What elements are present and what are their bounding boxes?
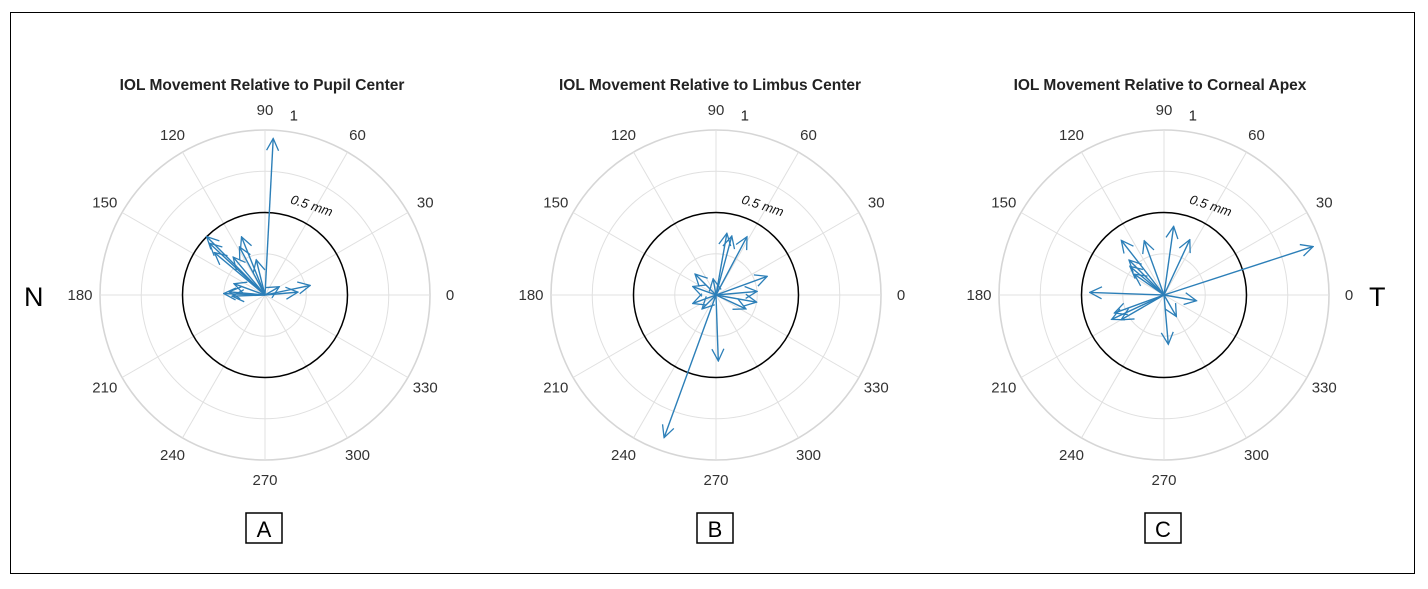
movement-vector: [715, 294, 746, 309]
chart-title: IOL Movement Relative to Limbus Center: [559, 77, 861, 94]
angle-tick-label: 300: [1244, 447, 1269, 464]
angle-tick-label: 330: [864, 380, 889, 397]
angle-tick-label: 240: [160, 447, 185, 464]
angle-tick-label: 150: [543, 195, 568, 212]
angle-tick-label: 120: [160, 127, 185, 144]
panel-label-box: [245, 512, 283, 544]
movement-vector: [716, 294, 718, 361]
panel-label: A: [257, 517, 272, 542]
angle-tick-label: 150: [92, 195, 117, 212]
movement-vector: [1090, 292, 1165, 295]
angle-tick-label: 150: [991, 195, 1016, 212]
angle-tick-label: 300: [796, 447, 821, 464]
angle-tick-label: 300: [345, 447, 370, 464]
angle-tick-label: 0: [897, 287, 905, 304]
movement-vector: [214, 253, 266, 296]
movement-vector: [264, 287, 279, 295]
movement-vector: [1164, 294, 1168, 344]
movement-vector: [1163, 295, 1196, 301]
angle-tick-label: 270: [703, 472, 728, 489]
movement-vector: [715, 276, 767, 296]
panel-label: B: [708, 517, 723, 542]
movement-vector: [664, 294, 717, 438]
panel-label-box: [1144, 512, 1182, 544]
movement-vector: [1144, 241, 1165, 296]
movement-vector: [239, 247, 266, 296]
movement-vector: [702, 294, 717, 309]
movement-vector: [264, 138, 273, 296]
angle-tick-label: 270: [1151, 472, 1176, 489]
angle-tick-label: 30: [1316, 195, 1333, 212]
angle-tick-label: 270: [252, 472, 277, 489]
movement-vector: [1163, 294, 1176, 316]
reference-circle-label: 0.5 mm: [740, 192, 786, 220]
movement-vector: [1163, 240, 1190, 296]
angle-tick-label: 240: [611, 447, 636, 464]
reference-circle-label: 0.5 mm: [1188, 192, 1234, 220]
angle-tick-label: 180: [518, 287, 543, 304]
reference-circle: [632, 211, 800, 379]
angle-tick-label: 30: [417, 195, 434, 212]
angle-tick-label: 180: [67, 287, 92, 304]
movement-vector: [713, 279, 716, 296]
angle-tick-label: 90: [1156, 102, 1173, 119]
angle-tick-label: 210: [543, 380, 568, 397]
movement-vector: [242, 237, 266, 296]
angle-tick-label: 210: [92, 380, 117, 397]
panel-A: IOL Movement Relative to Pupil Center A: [120, 77, 405, 544]
reference-circle: [181, 211, 349, 379]
movement-vector: [693, 287, 717, 295]
movement-vector: [256, 260, 266, 296]
angle-tick-label: 330: [413, 380, 438, 397]
angle-tick-label: 60: [1248, 127, 1265, 144]
radial-tick-label: 1: [290, 108, 298, 125]
movement-vector: [1121, 240, 1165, 296]
angle-tick-label: 120: [1059, 127, 1084, 144]
angle-tick-label: 330: [1312, 380, 1337, 397]
nasal-side-label: N: [24, 282, 44, 312]
movement-vector: [715, 295, 757, 302]
angle-tick-label: 0: [1345, 287, 1353, 304]
panel-label-box: [696, 512, 734, 544]
movement-vector: [1134, 274, 1165, 296]
movement-vector: [1112, 294, 1165, 319]
panel-C: IOL Movement Relative to Corneal Apex C: [1014, 77, 1307, 544]
angle-tick-label: 30: [868, 195, 885, 212]
angle-tick-label: 210: [991, 380, 1016, 397]
movement-vector: [1121, 294, 1165, 320]
movement-vector: [234, 284, 266, 296]
movement-vector: [1163, 226, 1174, 296]
radial-tick-label: 1: [1189, 108, 1197, 125]
polar-axes: 0 30 60 90 120 150 180 210 240 270 300 330 1 0.5 mm: [67, 102, 454, 489]
angle-tick-label: 240: [1059, 447, 1084, 464]
chart-title: IOL Movement Relative to Corneal Apex: [1014, 77, 1307, 94]
panel-B: IOL Movement Relative to Limbus Center B: [559, 77, 861, 544]
reference-circle-label: 0.5 mm: [289, 192, 335, 220]
angle-tick-label: 180: [966, 287, 991, 304]
movement-vector: [1163, 247, 1313, 296]
movement-vector: [715, 291, 757, 295]
movement-vector: [232, 295, 266, 296]
angle-tick-label: 90: [708, 102, 725, 119]
polar-axes: 0 30 60 90 120 150 180 210 240 270 300 330 1 0.5 mm: [518, 102, 905, 489]
radial-tick-label: 1: [741, 108, 749, 125]
polar-axes: 0 30 60 90 120 150 180 210 240 270 300 330 1 0.5 mm: [966, 102, 1353, 489]
figure-frame: [10, 12, 1415, 574]
reference-circle: [1080, 211, 1248, 379]
angle-tick-label: 90: [257, 102, 274, 119]
angle-tick-label: 0: [446, 287, 454, 304]
panel-label: C: [1155, 517, 1171, 542]
movement-vector: [715, 236, 732, 296]
angle-tick-label: 120: [611, 127, 636, 144]
angle-tick-label: 60: [800, 127, 817, 144]
movement-vector: [233, 257, 266, 296]
temporal-side-label: T: [1369, 282, 1386, 312]
angle-tick-label: 60: [349, 127, 366, 144]
chart-title: IOL Movement Relative to Pupil Center: [120, 77, 405, 94]
